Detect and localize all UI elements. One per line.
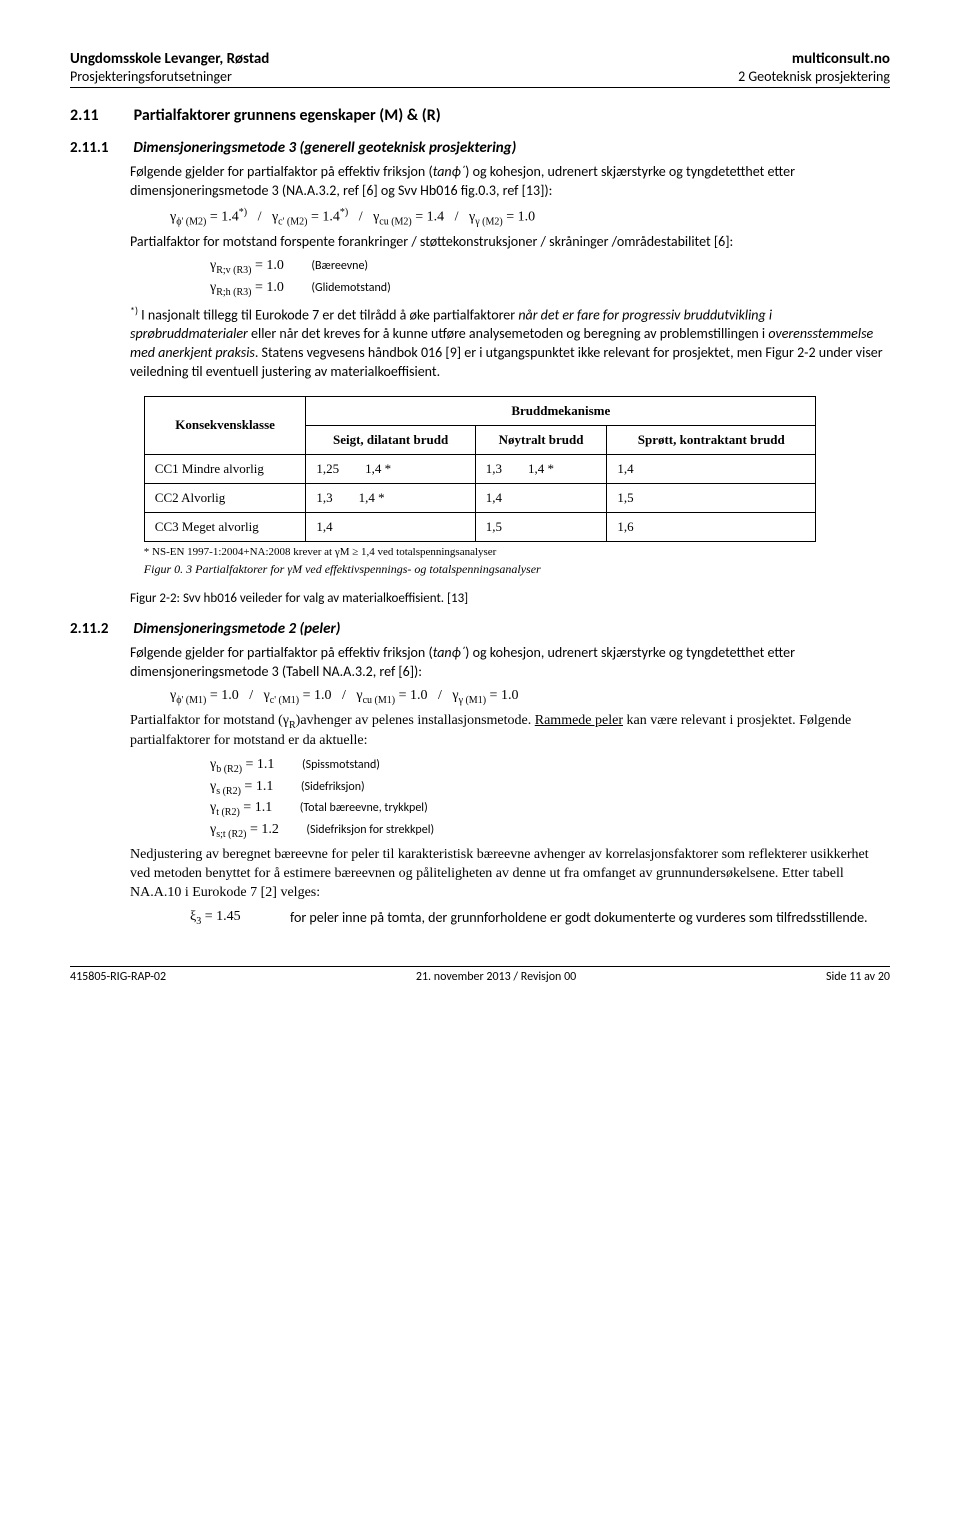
th-sprott: Sprøtt, kontraktant brudd [607,425,816,454]
text-italic: tanϕ´ [433,163,465,180]
page-footer: 415805-RIG-RAP-02 21. november 2013 / Re… [70,966,890,984]
factor-st-desc: (Sidefriksjon for strekkpel) [306,823,434,837]
td-label: CC1 Mindre alvorlig [144,454,306,483]
text-italic: tanϕ´ [433,644,465,661]
bruddmekanisme-table: Konsekvensklasse Bruddmekanisme Seigt, d… [144,396,816,542]
td-cell: 1,5 [475,512,607,541]
text: )avhenger av pelenes installasjonsmetode… [296,713,535,728]
factor-rh-desc: (Glidemotstand) [311,281,390,295]
factor-rv-desc: (Bæreevne) [311,259,368,273]
td-cell: 1,3 1,4 * [475,454,607,483]
section-211-title: Partialfaktorer grunnens egenskaper (M) … [134,106,441,125]
formula-m1: γϕ' (M1) = 1.0 / γc' (M1) = 1.0 / γcu (M… [170,688,890,706]
table-row: CC3 Meget alvorlig 1,4 1,5 1,6 [144,512,815,541]
subsection-2112-heading: 2.11.2 Dimensjoneringsmetode 2 (peler) [70,620,890,638]
bruddmekanisme-table-wrap: Konsekvensklasse Bruddmekanisme Seigt, d… [144,396,816,577]
table-row: CC1 Mindre alvorlig 1,25 1,4 * 1,3 1,4 *… [144,454,815,483]
factor-rh: γR;h (R3) = 1.0 (Glidemotstand) [210,280,890,298]
text-sub: R [289,719,296,730]
td-label: CC2 Alvorlig [144,483,306,512]
xi3-value: ξ3 = 1.45 [190,909,290,927]
td-cell: 1,4 [475,483,607,512]
page-header-bold: Ungdomsskole Levanger, Røstad multiconsu… [70,50,890,68]
th-seigt: Seigt, dilatant brudd [306,425,475,454]
footer-left: 415805-RIG-RAP-02 [70,970,166,984]
para-2111-1: Følgende gjelder for partialfaktor på ef… [130,163,890,201]
factor-st: γs;t (R2) = 1.2 (Sidefriksjon for strekk… [210,822,890,840]
td-cell: 1,3 1,4 * [306,483,475,512]
figure-2-2-caption: Figur 2-2: Svv hb016 veileder for valg a… [130,591,890,606]
factor-t: γt (R2) = 1.1 (Total bæreevne, trykkpel) [210,800,890,818]
text: Følgende gjelder for partialfaktor på ef… [130,163,433,180]
table-inner-caption: Figur 0. 3 Partialfaktorer for γM ved ef… [144,562,816,577]
td-cell: 1,4 [306,512,475,541]
page-header-sub: Prosjekteringsforutsetninger 2 Geoteknis… [70,68,890,88]
text-underline: Rammede peler [535,713,623,728]
text: I nasjonalt tillegg til Eurokode 7 er de… [138,306,518,323]
subsection-2111-num: 2.11.1 [70,139,130,157]
td-cell: 1,4 [607,454,816,483]
factor-s-desc: (Sidefriksjon) [301,780,365,794]
text: eller når det kreves for å kunne utføre … [248,325,768,342]
section-211-num: 2.11 [70,106,130,125]
para-2112-1: Følgende gjelder for partialfaktor på ef… [130,644,890,682]
factor-b-desc: (Spissmotstand) [302,758,380,772]
subsection-2112-num: 2.11.2 [70,620,130,638]
subsection-2111-title: Dimensjoneringsmetode 3 (generell geotek… [133,139,516,157]
header-right-sub: 2 Geoteknisk prosjektering [738,68,890,85]
xi3-line: ξ3 = 1.45 for peler inne på tomta, der g… [190,909,890,927]
text: 1,4 * [365,461,391,476]
para-2112-2: Partialfaktor for motstand (γR)avhenger … [130,712,890,751]
table-row: CC2 Alvorlig 1,3 1,4 * 1,4 1,5 [144,483,815,512]
td-cell: 1,25 1,4 * [306,454,475,483]
footer-right: Side 11 av 20 [826,970,890,984]
th-konsekvens: Konsekvensklasse [144,396,306,454]
subsection-2111-heading: 2.11.1 Dimensjoneringsmetode 3 (generell… [70,139,890,157]
subsection-2112-title: Dimensjoneringsmetode 2 (peler) [133,620,340,638]
factor-rv: γR;v (R3) = 1.0 (Bæreevne) [210,258,890,276]
section-211-heading: 2.11 Partialfaktorer grunnens egenskaper… [70,106,890,125]
para-2111-3: *) I nasjonalt tillegg til Eurokode 7 er… [130,304,890,382]
text: 1,25 [316,461,339,476]
footer-center: 21. november 2013 / Revisjon 00 [416,970,576,984]
table-footnote: * NS-EN 1997-1:2004+NA:2008 krever at γM… [144,546,816,558]
table-header-row: Konsekvensklasse Bruddmekanisme [144,396,815,425]
xi3-desc: for peler inne på tomta, der grunnforhol… [290,909,868,927]
factor-s: γs (R2) = 1.1 (Sidefriksjon) [210,779,890,797]
text: Partialfaktor for motstand (γ [130,713,289,728]
header-right-bold: multiconsult.no [792,50,890,68]
text: 1,3 [316,490,332,505]
header-left-bold: Ungdomsskole Levanger, Røstad [70,50,269,68]
td-label: CC3 Meget alvorlig [144,512,306,541]
text: Følgende gjelder for partialfaktor på ef… [130,644,433,661]
formula-m2: γϕ' (M2) = 1.4*) / γc' (M2) = 1.4*) / γc… [170,207,890,227]
factor-t-desc: (Total bæreevne, trykkpel) [300,801,428,815]
td-cell: 1,6 [607,512,816,541]
para-2112-3: Nedjustering av beregnet bæreevne for pe… [130,846,890,903]
text: 1,4 * [359,490,385,505]
text: 1,3 [486,461,502,476]
header-left-sub: Prosjekteringsforutsetninger [70,68,232,85]
para-2111-2: Partialfaktor for motstand forspente for… [130,233,890,252]
text-sup: *) [130,304,138,317]
td-cell: 1,5 [607,483,816,512]
text: 1,4 * [528,461,554,476]
th-brudd: Bruddmekanisme [306,396,816,425]
th-noytralt: Nøytralt brudd [475,425,607,454]
factor-b: γb (R2) = 1.1 (Spissmotstand) [210,757,890,775]
